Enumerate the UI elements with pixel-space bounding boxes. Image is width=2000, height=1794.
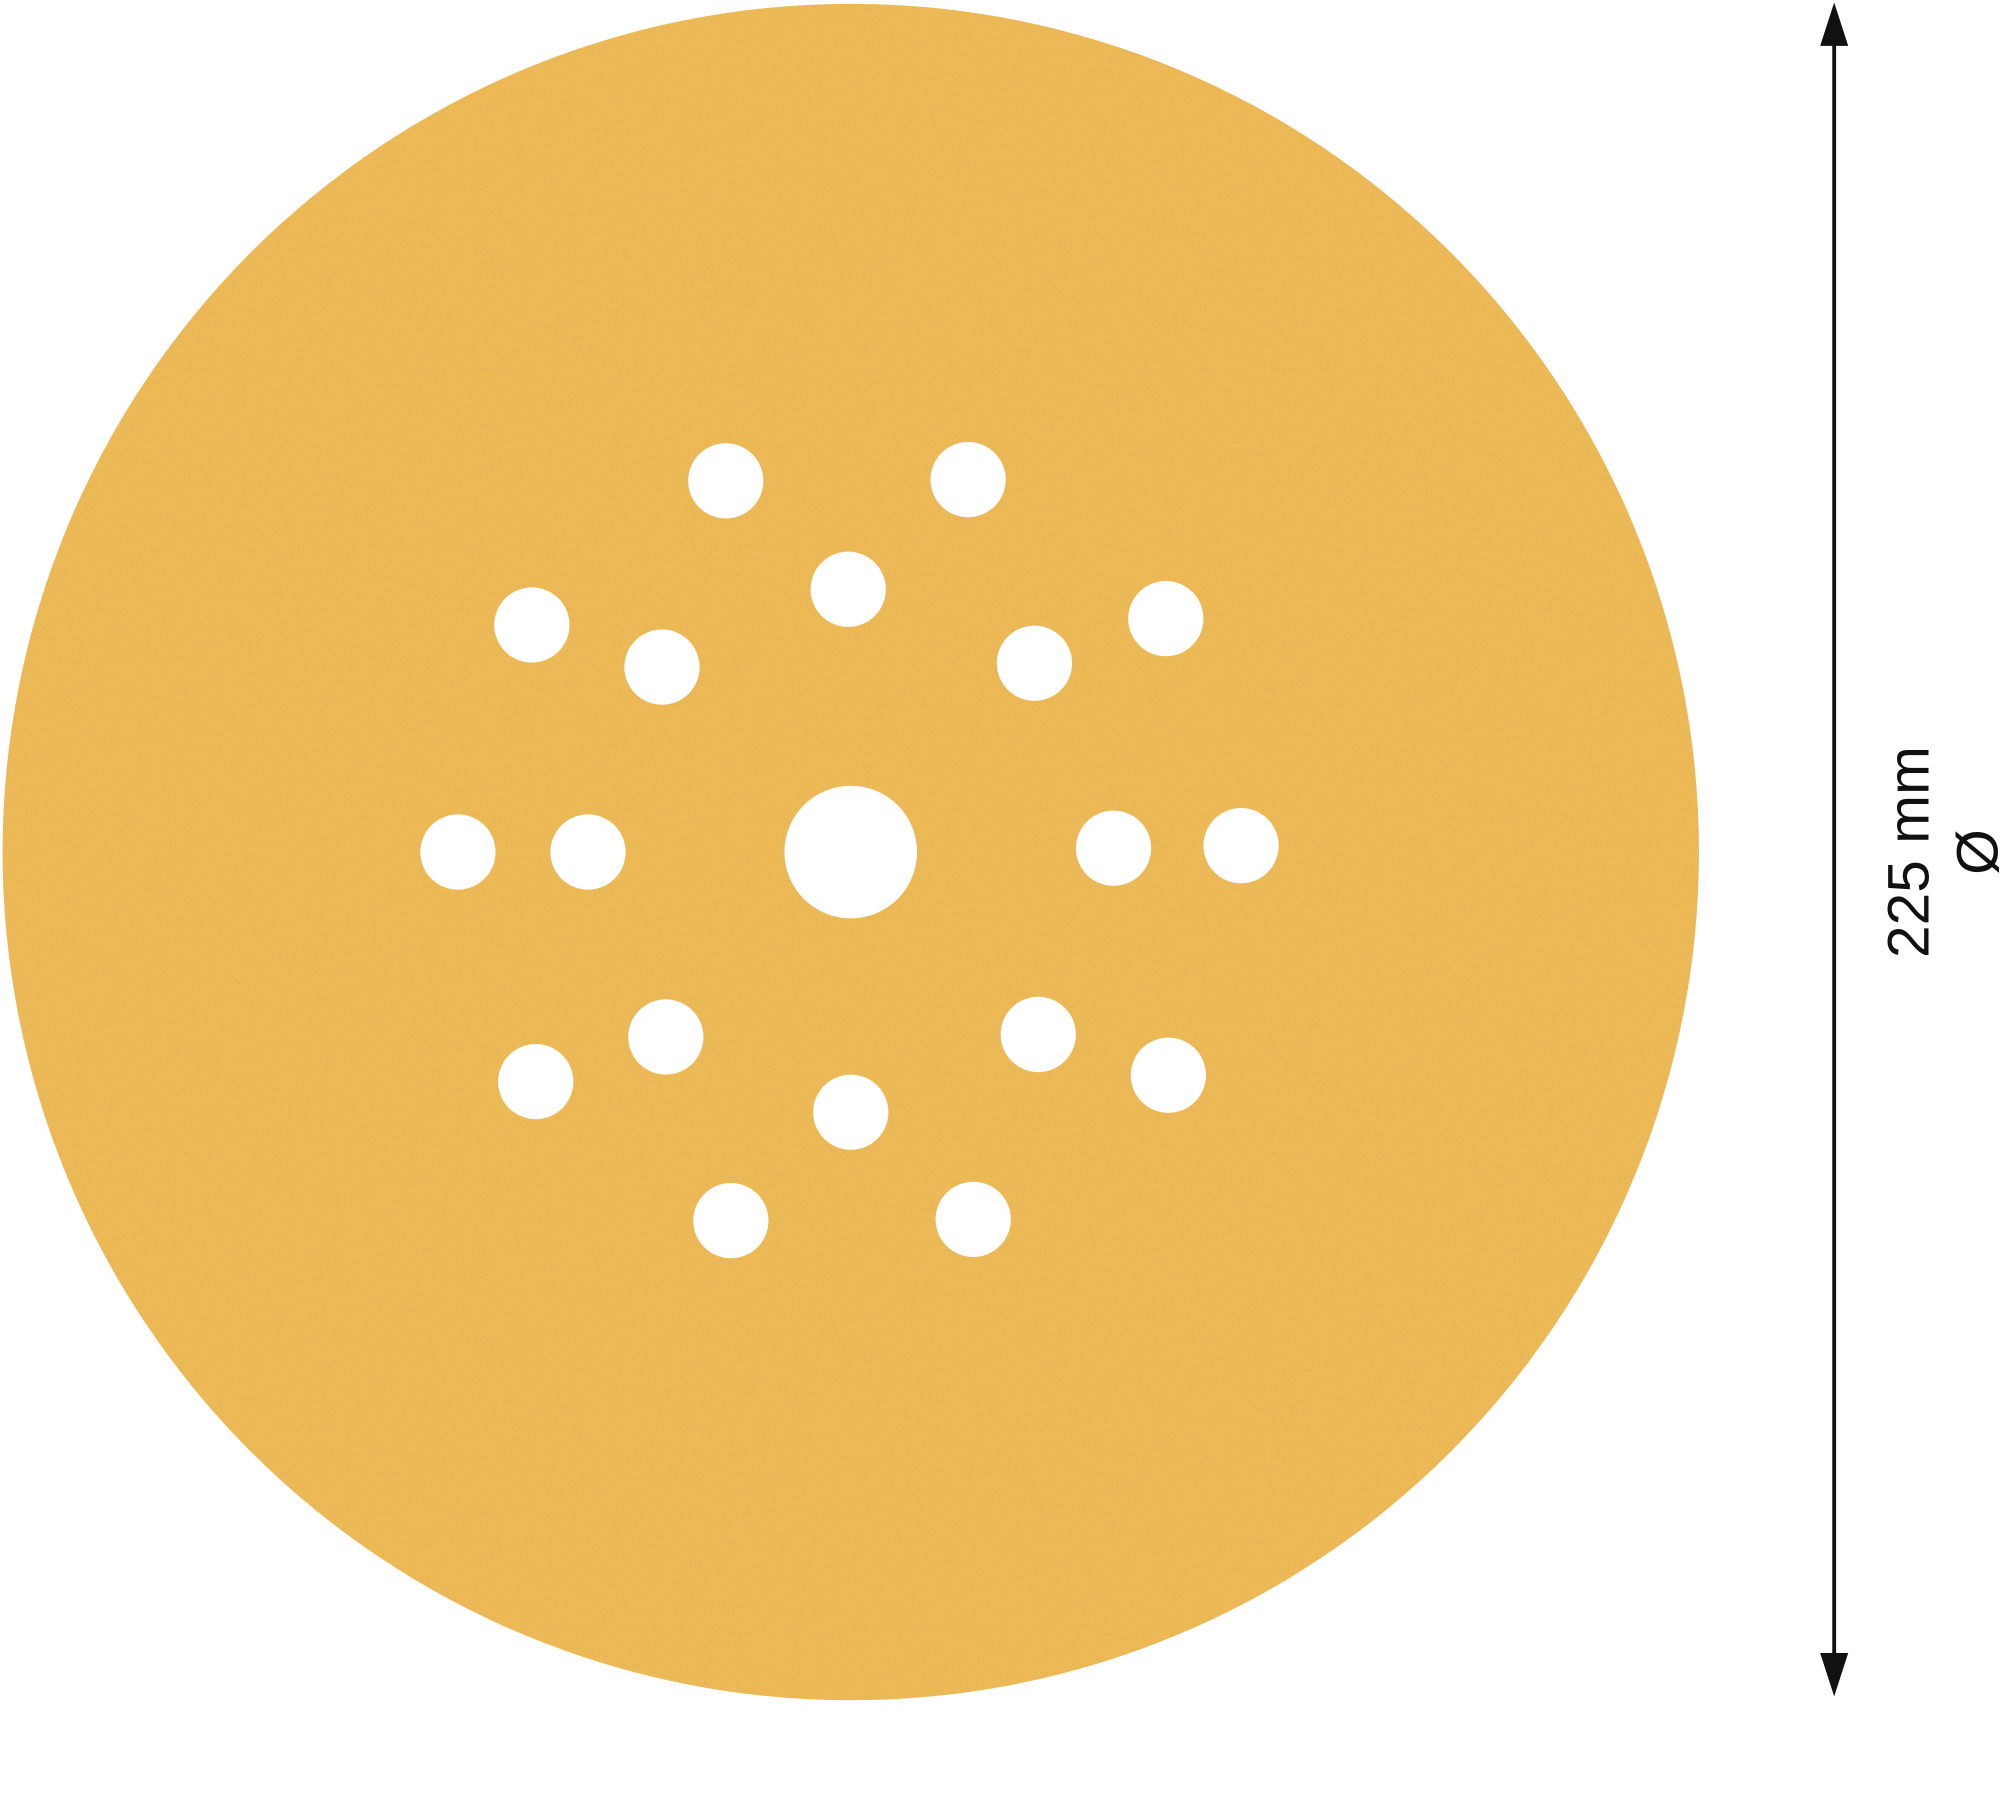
diameter-symbol: Ø — [1945, 829, 2000, 875]
sanding-disc — [2, 3, 1699, 1701]
dimension-arrow — [1820, 2, 1849, 1697]
arrow-head-bottom-icon — [1820, 1653, 1849, 1697]
arrow-head-top-icon — [1820, 2, 1849, 46]
diameter-value-label: 225 mm — [1877, 746, 1942, 958]
